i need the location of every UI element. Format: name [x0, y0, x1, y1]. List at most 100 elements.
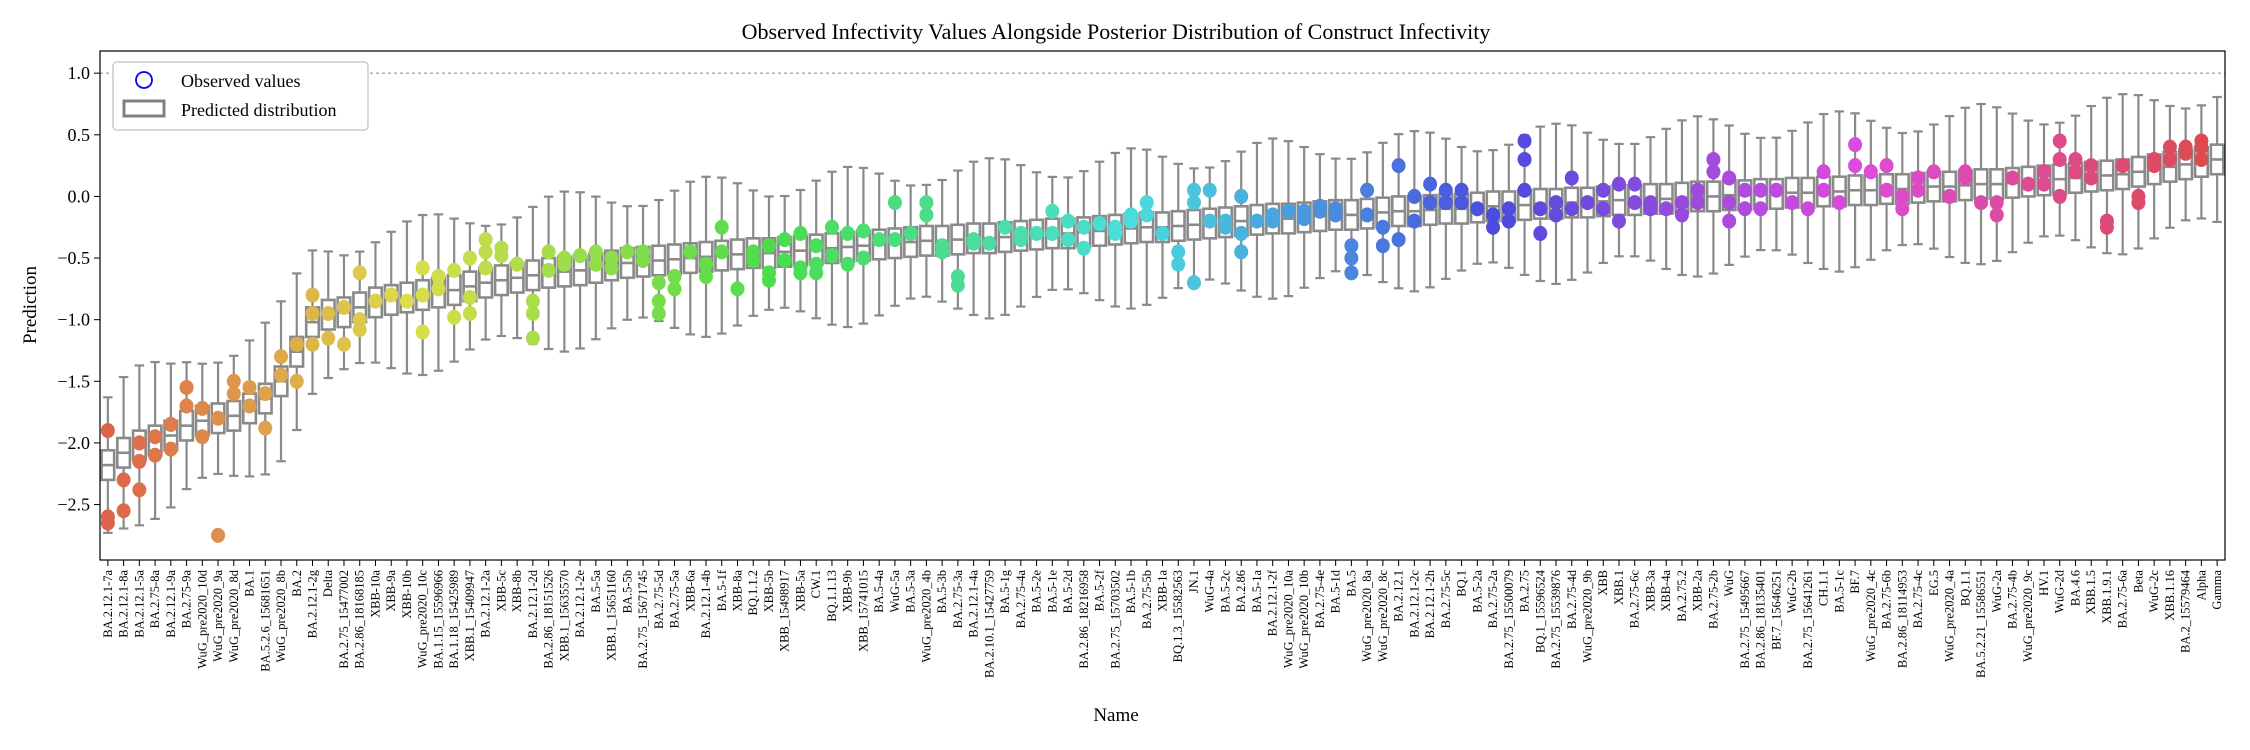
x-tick-label: CW.1 [809, 570, 823, 598]
x-tick-label: Gamma [2210, 570, 2224, 610]
x-tick-label: XBB-8a [731, 570, 745, 612]
x-tick-label: XBB.1_15409947 [463, 570, 477, 661]
observed-point [132, 453, 147, 469]
x-tick-label: WuG-5a [888, 570, 902, 613]
observed-point [132, 482, 147, 498]
observed-point [462, 289, 477, 305]
observed-point [1517, 133, 1532, 149]
observed-point [1108, 225, 1123, 241]
observed-point [2147, 151, 2162, 167]
observed-point [132, 435, 147, 451]
observed-point [2162, 151, 2177, 167]
x-tick-label: BF.7 [1848, 570, 1862, 594]
x-tick-label: BA.2.75-6a [2116, 570, 2130, 629]
x-tick-label: Beta [2131, 570, 2145, 593]
x-tick-label: XBB-8b [510, 570, 524, 612]
observed-point [1124, 213, 1139, 229]
observed-point [258, 420, 273, 436]
plot-frame [99, 50, 2226, 561]
x-tick-label: BA.1.18_15425989 [447, 570, 461, 669]
observed-point [1391, 158, 1406, 174]
x-tick-label: XBB.1.5 [2084, 570, 2098, 614]
observed-point [462, 306, 477, 322]
observed-point [305, 306, 320, 322]
x-tick-label: BA.2.75 [1518, 570, 1532, 612]
observed-point [336, 336, 351, 352]
observed-point [415, 287, 430, 303]
x-tick-label: WuG_pre2020_10c [416, 570, 430, 669]
observed-point [462, 250, 477, 266]
observed-point [1407, 188, 1422, 204]
x-tick-label: BA.2.75_15500079 [1502, 570, 1516, 669]
x-tick-label: BA.2.12.1-2f [1266, 569, 1280, 636]
observed-point [730, 281, 745, 297]
observed-point [431, 281, 446, 297]
x-tick-label: BA.2_15579464 [2179, 569, 2193, 653]
observed-point [714, 244, 729, 260]
observed-point [998, 219, 1013, 235]
observed-point [1722, 170, 1737, 186]
observed-point [305, 287, 320, 303]
x-tick-label: WuG_pre2020_10d [195, 569, 209, 669]
y-tick-label: −1.0 [57, 310, 90, 330]
observed-point [840, 225, 855, 241]
observed-point [211, 410, 226, 426]
x-tick-label: XBB-6a [683, 570, 697, 612]
x-tick-label: BA.2.86_18114953 [1895, 570, 1909, 668]
x-tick-label: BA.2.12.1-8a [117, 570, 131, 638]
observed-point [620, 244, 635, 260]
observed-point [2178, 145, 2193, 161]
x-tick-label: BA.2.75-4e [1313, 570, 1327, 629]
x-tick-label: XBB.1.9.1 [2100, 570, 2114, 624]
observed-point [982, 235, 997, 251]
observed-point [352, 322, 367, 338]
observed-point [163, 416, 178, 432]
observed-point [289, 336, 304, 352]
observed-point [1344, 265, 1359, 281]
x-tick-label: BA.1.15_15596966 [431, 570, 445, 669]
observed-point [352, 265, 367, 281]
x-tick-label: XBB-10b [400, 570, 414, 619]
observed-point [384, 287, 399, 303]
y-tick-label: 0.0 [68, 186, 91, 206]
observed-point [1186, 275, 1201, 291]
observed-point [1627, 176, 1642, 192]
x-tick-label: WuG_pre2020_4c [1864, 570, 1878, 662]
observed-point [824, 248, 839, 264]
x-tick-label: XBB.1 [1612, 570, 1626, 605]
y-tick-label: −2.5 [57, 495, 90, 515]
x-tick-label: BA.2.86_18168185 [353, 570, 367, 669]
observed-point [1989, 195, 2004, 211]
observed-point [1832, 195, 1847, 211]
x-tick-label: BA.2.75-2a [1486, 570, 1500, 629]
x-tick-label: BA.2.75-9a [180, 570, 194, 629]
observed-point [321, 330, 336, 346]
observed-point [179, 398, 194, 414]
legend-observed-label: Observed values [181, 71, 300, 91]
x-tick-label: BA.2.75_15671745 [636, 570, 650, 669]
observed-point [793, 225, 808, 241]
x-tick-label: XBB-5c [494, 570, 508, 612]
x-axis-label: Name [1093, 705, 1138, 726]
x-tick-label: WuG_pre2020_8a [1360, 570, 1374, 662]
observed-point [368, 293, 383, 309]
x-tick-label: BF.7_15646251 [1769, 570, 1783, 650]
observed-point [1297, 211, 1312, 227]
observed-point [1690, 195, 1705, 211]
chart-title: Observed Infectivity Values Alongside Po… [742, 19, 1491, 44]
x-tick-label: BA.5-1g [998, 569, 1012, 613]
x-tick-label: BA.2.75-5a [668, 570, 682, 629]
x-tick-label: BA.1 [243, 570, 257, 597]
observed-point [2068, 164, 2083, 180]
observed-point [2021, 176, 2036, 192]
observed-point [950, 277, 965, 293]
observed-point [1312, 203, 1327, 219]
observed-point [1627, 195, 1642, 211]
observed-point [1202, 182, 1217, 198]
observed-point [1234, 188, 1249, 204]
y-tick-label: −2.0 [57, 433, 90, 453]
x-tick-label: XBB-5a [793, 570, 807, 612]
observed-point [1076, 240, 1091, 256]
x-tick-label: BQ.1.3_15582563 [1171, 570, 1185, 662]
observed-point [195, 400, 210, 416]
